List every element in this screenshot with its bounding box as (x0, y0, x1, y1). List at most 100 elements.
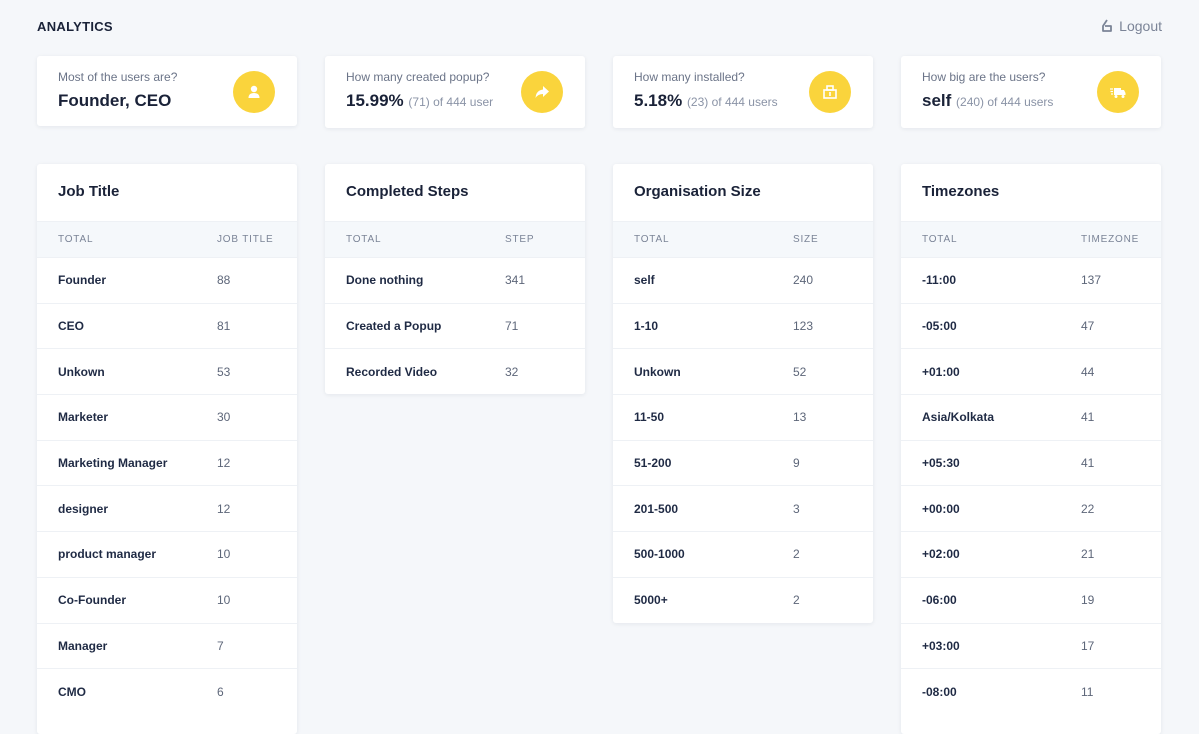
stat-question: Most of the users are? (58, 70, 178, 84)
table-title: Job Title (58, 183, 120, 200)
table-title: Timezones (922, 183, 1000, 200)
row-label: Marketer (58, 410, 109, 425)
column-header-total[interactable]: TOTAL (346, 234, 382, 245)
stat-value: Founder, CEO (58, 91, 172, 110)
row-count: 21 (1081, 547, 1095, 562)
stat-card-installed: How many installed? 5.18% (23) of 444 us… (613, 56, 873, 128)
row-label: +05:30 (922, 456, 960, 471)
row-count: 41 (1081, 456, 1095, 471)
row-label: designer (58, 501, 109, 516)
user-icon (233, 71, 275, 113)
stat-value: self (240) of 444 users (922, 91, 1054, 110)
row-label: 51-200 (634, 456, 672, 471)
row-count: 240 (793, 273, 814, 288)
stat-card-org-size: How big are the users? self (240) of 444… (901, 56, 1161, 128)
row-label: product manager (58, 547, 157, 562)
column-header-category[interactable]: SIZE (793, 234, 819, 245)
table-row: Marketer 30 (37, 394, 297, 440)
completed-steps-table: Completed Steps TOTAL STEP Done nothing 341 C… (325, 164, 585, 395)
column-header-category[interactable]: TIMEZONE (1081, 234, 1140, 245)
table-row: Co-Founder 10 (37, 576, 297, 623)
table-header: TOTAL STEP (325, 221, 585, 257)
row-count: 9 (793, 456, 800, 471)
row-count: 6 (217, 684, 224, 699)
brand-title: ANALYTICS (37, 19, 113, 34)
row-label: +00:00 (922, 501, 960, 516)
table-row: Unkown 52 (613, 348, 873, 394)
table-row: -08:00 11 (901, 668, 1161, 714)
table-row: +01:00 44 (901, 348, 1161, 394)
row-label: self (634, 273, 655, 288)
row-label: Marketing Manager (58, 456, 168, 471)
timezones-table: Timezones TOTAL TIMEZONE -11:00 137 -05:00 47 +… (901, 164, 1161, 734)
row-label: -06:00 (922, 593, 957, 608)
row-count: 137 (1081, 273, 1102, 288)
stat-card-top-users: Most of the users are? Founder, CEO (37, 56, 297, 126)
column-header-category[interactable]: JOB TITLE (217, 234, 274, 245)
row-label: 5000+ (634, 593, 668, 608)
row-label: Unkown (634, 364, 681, 379)
row-label: -08:00 (922, 684, 957, 699)
row-count: 71 (505, 319, 519, 334)
organisation-size-table: Organisation Size TOTAL SIZE self 240 1-10 123… (613, 164, 873, 623)
column-header-total[interactable]: TOTAL (922, 234, 958, 245)
row-count: 30 (217, 410, 231, 425)
row-label: Unkown (58, 364, 105, 379)
table-header: TOTAL JOB TITLE (37, 221, 297, 257)
row-label: Manager (58, 638, 108, 653)
logout-icon (1102, 19, 1113, 32)
table-row: product manager 10 (37, 531, 297, 577)
row-count: 19 (1081, 593, 1095, 608)
row-label: 500-1000 (634, 547, 685, 562)
row-count: 17 (1081, 638, 1095, 653)
table-row: Asia/Kolkata 41 (901, 394, 1161, 440)
table-row: -06:00 19 (901, 576, 1161, 623)
table-row: -11:00 137 (901, 257, 1161, 303)
logout-button[interactable]: Logout (1101, 18, 1162, 34)
table-row: self 240 (613, 257, 873, 303)
row-label: -05:00 (922, 319, 957, 334)
row-count: 22 (1081, 501, 1095, 516)
table-row: +02:00 21 (901, 531, 1161, 577)
row-label: Co-Founder (58, 593, 126, 608)
row-label: Done nothing (346, 273, 424, 288)
row-count: 47 (1081, 319, 1095, 334)
row-count: 3 (793, 501, 800, 516)
table-row: Marketing Manager 12 (37, 439, 297, 486)
row-count: 41 (1081, 410, 1095, 425)
table-header: TOTAL TIMEZONE (901, 221, 1161, 257)
table-row: CMO 6 (37, 668, 297, 714)
row-count: 10 (217, 547, 231, 562)
stat-card-created-popup: How many created popup? 15.99% (71) of 4… (325, 56, 585, 128)
table-row: 11-50 13 (613, 394, 873, 440)
row-label: CMO (58, 684, 86, 699)
table-row: 5000+ 2 (613, 576, 873, 623)
row-count: 44 (1081, 364, 1095, 379)
row-label: 11-50 (634, 410, 665, 425)
table-row: Created a Popup 71 (325, 302, 585, 349)
row-label: +01:00 (922, 364, 960, 379)
table-row: 51-200 9 (613, 439, 873, 486)
job-title-table: Job Title TOTAL JOB TITLE Founder 88 CEO 81 Unk… (37, 164, 297, 734)
table-row: +05:30 41 (901, 439, 1161, 486)
table-row: Unkown 53 (37, 348, 297, 394)
row-count: 32 (505, 364, 519, 379)
stat-question: How many installed? (634, 70, 745, 84)
row-label: -11:00 (922, 273, 957, 288)
logout-label: Logout (1119, 18, 1162, 34)
column-header-total[interactable]: TOTAL (58, 234, 94, 245)
row-count: 2 (793, 593, 800, 608)
table-row: Founder 88 (37, 257, 297, 303)
column-header-category[interactable]: STEP (505, 234, 535, 245)
table-row: -05:00 47 (901, 302, 1161, 349)
row-count: 52 (793, 364, 807, 379)
row-count: 13 (793, 410, 807, 425)
row-count: 53 (217, 364, 231, 379)
share-arrow-icon (521, 71, 563, 113)
table-row: Manager 7 (37, 622, 297, 669)
column-header-total[interactable]: TOTAL (634, 234, 670, 245)
stat-question: How big are the users? (922, 70, 1046, 84)
table-header: TOTAL SIZE (613, 221, 873, 257)
table-row: 1-10 123 (613, 302, 873, 349)
table-title: Organisation Size (634, 183, 761, 200)
